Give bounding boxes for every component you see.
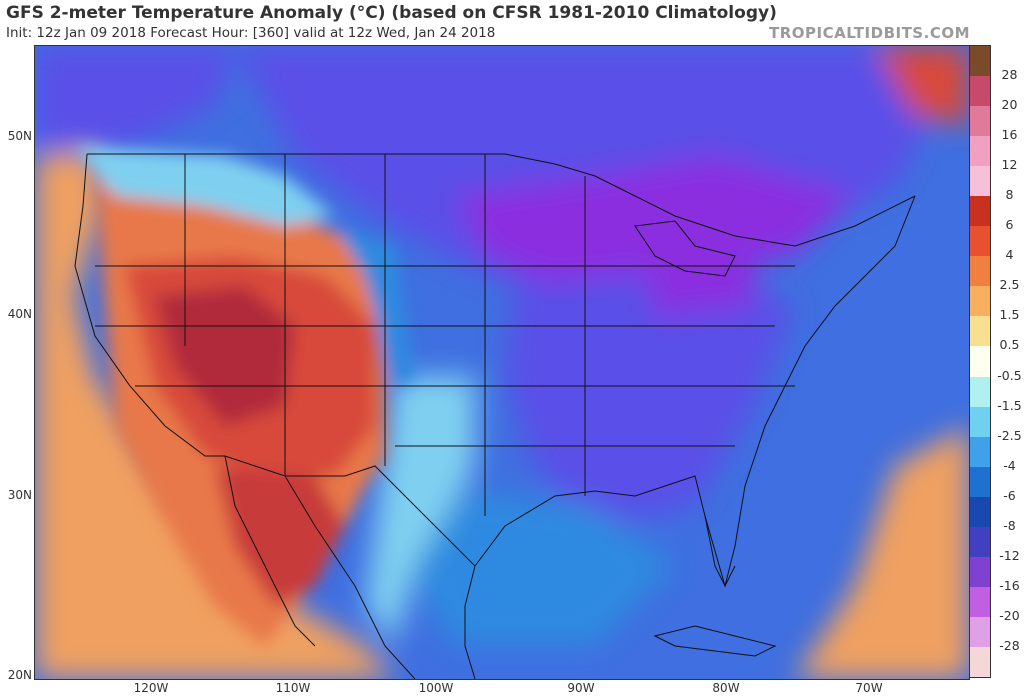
great-lakes-outline bbox=[634, 220, 736, 277]
watermark: TROPICALTIDBITS.COM bbox=[769, 24, 970, 42]
colorbar-cell bbox=[970, 46, 990, 77]
colorbar-cell bbox=[970, 466, 990, 498]
colorbar-cell bbox=[970, 226, 990, 257]
great-basin-hot-core bbox=[155, 286, 295, 426]
colorbar-label: -1.5 bbox=[997, 397, 1022, 413]
colorbar-label: 16 bbox=[1001, 127, 1018, 143]
lon-label-120w: 120W bbox=[133, 681, 169, 695]
colorbar-cell bbox=[970, 76, 990, 107]
gulf-coast bbox=[474, 195, 916, 588]
colorbar-cell bbox=[970, 616, 990, 648]
colorbar-label: 2.5 bbox=[999, 277, 1020, 293]
colorbar-label: -20 bbox=[999, 607, 1020, 623]
colorbar-label: -6 bbox=[1003, 487, 1016, 503]
cuba-outline bbox=[653, 625, 777, 657]
mexico-mainland-coast bbox=[284, 475, 416, 679]
colorbar-label: 28 bbox=[1001, 67, 1018, 83]
colorbar-label: -12 bbox=[999, 547, 1020, 563]
lon-label-80w: 80W bbox=[712, 681, 740, 695]
colorbar-cell bbox=[970, 316, 990, 347]
pacific-warm-region bbox=[35, 151, 395, 679]
colorbar-label: 20 bbox=[1001, 97, 1018, 113]
colorbar-label: -0.5 bbox=[997, 367, 1022, 383]
colorbar-label: 12 bbox=[1001, 157, 1018, 173]
eastern-us-cold bbox=[505, 266, 795, 526]
lat-label-30n: 30N bbox=[7, 488, 32, 502]
lon-label-100w: 100W bbox=[418, 681, 454, 695]
colorbar-cell bbox=[970, 106, 990, 137]
colorbar-cell bbox=[970, 376, 990, 408]
colorbar-cell bbox=[970, 166, 990, 197]
colorbar-label: -8 bbox=[1003, 517, 1016, 533]
colorbar-label: 1.5 bbox=[999, 307, 1020, 323]
lat-label-20n: 20N bbox=[7, 668, 32, 682]
colorbar-cell bbox=[970, 406, 990, 438]
colorbar-cell bbox=[970, 526, 990, 558]
gulf-cool-region bbox=[405, 486, 675, 646]
colorbar-label: -28 bbox=[999, 637, 1020, 653]
forecast-info: Init: 12z Jan 09 2018 Forecast Hour: [36… bbox=[6, 25, 496, 41]
colorbar-cell bbox=[970, 586, 990, 618]
colorbar-label: 6 bbox=[1005, 217, 1014, 233]
colorbar-cell bbox=[970, 136, 990, 167]
colorbar-cell bbox=[970, 256, 990, 287]
colorbar-label: -2.5 bbox=[997, 427, 1022, 443]
us-canada-border bbox=[87, 153, 916, 247]
colorbar-cell bbox=[970, 436, 990, 468]
lat-label-40n: 40N bbox=[7, 307, 32, 321]
colorbar-cell bbox=[970, 196, 990, 227]
map-area bbox=[34, 45, 970, 680]
baja-peninsula bbox=[224, 455, 316, 647]
colorbar-label: 0.5 bbox=[999, 337, 1020, 353]
northwest-cool-strip bbox=[75, 146, 335, 226]
west-coast bbox=[74, 153, 225, 457]
colorbar-label: 4 bbox=[1005, 247, 1014, 263]
florida-peninsula bbox=[704, 515, 736, 588]
mexico-gulf-coast bbox=[464, 565, 476, 679]
atlantic-warm-region bbox=[795, 426, 969, 679]
colorbar-cell bbox=[970, 496, 990, 528]
great-lakes-cold bbox=[635, 226, 755, 316]
colorbar-cell bbox=[970, 286, 990, 317]
lon-label-90w: 90W bbox=[567, 681, 595, 695]
pacific-cool-region bbox=[35, 46, 235, 146]
greenland-warm-region bbox=[875, 46, 969, 126]
colorbar-cell bbox=[970, 346, 990, 378]
anomaly-map bbox=[35, 46, 969, 679]
colorbar bbox=[969, 45, 991, 678]
colorbar-label: -4 bbox=[1003, 457, 1016, 473]
colorbar-cell bbox=[970, 556, 990, 588]
colorbar-label: 8 bbox=[1005, 187, 1014, 203]
lon-label-70w: 70W bbox=[855, 681, 883, 695]
colorbar-label: -16 bbox=[999, 577, 1020, 593]
lat-label-50n: 50N bbox=[7, 129, 32, 143]
boundary-lines bbox=[74, 153, 916, 679]
mexico-hot-region bbox=[215, 466, 345, 606]
lon-label-110w: 110W bbox=[275, 681, 311, 695]
map-title: GFS 2-meter Temperature Anomaly (°C) (ba… bbox=[6, 3, 777, 23]
colorbar-cell bbox=[970, 646, 990, 678]
